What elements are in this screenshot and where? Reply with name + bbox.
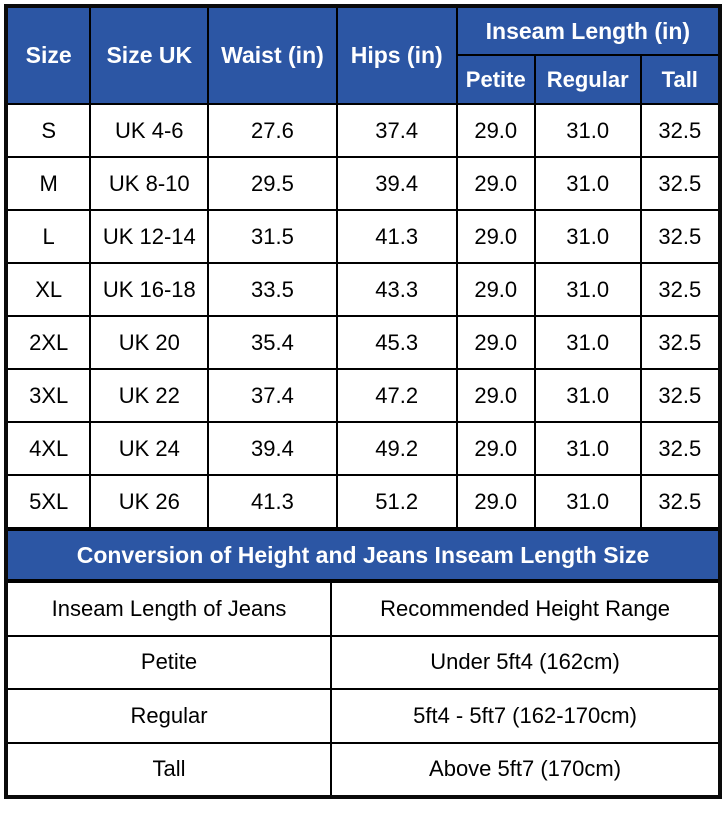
- cell-size: S: [8, 104, 92, 158]
- cell-hips: 39.4: [335, 156, 458, 211]
- conversion-section-title: Conversion of Height and Jeans Inseam Le…: [8, 529, 718, 581]
- header-row-group: Size Size UK Waist (in) Hips (in) Inseam…: [8, 8, 718, 105]
- cell-tall: 32.5: [639, 368, 718, 423]
- cell-size-uk: UK 16-18: [89, 262, 210, 317]
- cell-regular: 31.0: [533, 474, 642, 529]
- cell-size-uk: UK 4-6: [89, 104, 210, 158]
- cell-size-uk: UK 12-14: [89, 209, 210, 264]
- cell-regular: 31.0: [533, 421, 642, 476]
- header-inseam-group: Inseam Length (in): [455, 8, 718, 56]
- table-row: 5XL UK 26 41.3 51.2 29.0 31.0 32.5: [8, 474, 718, 529]
- cell-petite: 29.0: [455, 474, 536, 529]
- header-size-uk: Size UK: [89, 8, 210, 105]
- table-row: S UK 4-6 27.6 37.4 29.0 31.0 32.5: [8, 104, 718, 158]
- cell-waist: 33.5: [207, 262, 338, 317]
- cell-regular: 31.0: [533, 315, 642, 370]
- cell-petite: 29.0: [455, 315, 536, 370]
- cell-tall: 32.5: [639, 209, 718, 264]
- cell-petite: 29.0: [455, 104, 536, 158]
- cell-regular: 31.0: [533, 156, 642, 211]
- cell-size: XL: [8, 262, 92, 317]
- conv-cell-height: Under 5ft4 (162cm): [330, 634, 718, 690]
- table-row: L UK 12-14 31.5 41.3 29.0 31.0 32.5: [8, 209, 718, 264]
- cell-waist: 39.4: [207, 421, 338, 476]
- size-chart-table: Size Size UK Waist (in) Hips (in) Inseam…: [8, 8, 718, 529]
- conv-cell-inseam: Tall: [8, 741, 333, 795]
- cell-size: M: [8, 156, 92, 211]
- cell-tall: 32.5: [639, 262, 718, 317]
- cell-hips: 49.2: [335, 421, 458, 476]
- table-row: 2XL UK 20 35.4 45.3 29.0 31.0 32.5: [8, 315, 718, 370]
- table-row: XL UK 16-18 33.5 43.3 29.0 31.0 32.5: [8, 262, 718, 317]
- cell-regular: 31.0: [533, 104, 642, 158]
- cell-petite: 29.0: [455, 421, 536, 476]
- conv-header-height: Recommended Height Range: [330, 581, 718, 637]
- cell-size: 2XL: [8, 315, 92, 370]
- conv-header-inseam: Inseam Length of Jeans: [8, 581, 333, 637]
- cell-tall: 32.5: [639, 474, 718, 529]
- cell-waist: 37.4: [207, 368, 338, 423]
- conversion-table: Inseam Length of Jeans Recommended Heigh…: [8, 581, 718, 795]
- cell-tall: 32.5: [639, 156, 718, 211]
- cell-size-uk: UK 24: [89, 421, 210, 476]
- cell-tall: 32.5: [639, 104, 718, 158]
- cell-petite: 29.0: [455, 368, 536, 423]
- table-row: Petite Under 5ft4 (162cm): [8, 634, 718, 690]
- cell-hips: 41.3: [335, 209, 458, 264]
- conv-cell-height: 5ft4 - 5ft7 (162-170cm): [330, 688, 718, 744]
- cell-size: 4XL: [8, 421, 92, 476]
- conv-cell-inseam: Petite: [8, 634, 333, 690]
- header-regular: Regular: [533, 54, 642, 105]
- conv-cell-height: Above 5ft7 (170cm): [330, 741, 718, 795]
- cell-tall: 32.5: [639, 315, 718, 370]
- cell-size-uk: UK 22: [89, 368, 210, 423]
- header-tall: Tall: [639, 54, 718, 105]
- table-row: Regular 5ft4 - 5ft7 (162-170cm): [8, 688, 718, 744]
- table-row: 4XL UK 24 39.4 49.2 29.0 31.0 32.5: [8, 421, 718, 476]
- header-petite: Petite: [456, 54, 536, 105]
- cell-petite: 29.0: [455, 156, 536, 211]
- cell-size: L: [8, 209, 92, 264]
- cell-waist: 29.5: [207, 156, 338, 211]
- cell-regular: 31.0: [533, 262, 642, 317]
- cell-waist: 41.3: [207, 474, 338, 529]
- cell-waist: 31.5: [207, 209, 338, 264]
- cell-regular: 31.0: [533, 368, 642, 423]
- cell-size-uk: UK 26: [89, 474, 210, 529]
- table-row: M UK 8-10 29.5 39.4 29.0 31.0 32.5: [8, 156, 718, 211]
- cell-petite: 29.0: [455, 262, 536, 317]
- cell-size-uk: UK 8-10: [89, 156, 210, 211]
- conv-cell-inseam: Regular: [8, 688, 333, 744]
- header-waist: Waist (in): [207, 8, 338, 105]
- cell-hips: 37.4: [335, 104, 458, 158]
- cell-hips: 51.2: [335, 474, 458, 529]
- cell-tall: 32.5: [639, 421, 718, 476]
- cell-size: 5XL: [8, 474, 92, 529]
- cell-size: 3XL: [8, 368, 92, 423]
- cell-hips: 47.2: [335, 368, 458, 423]
- header-size: Size: [8, 8, 92, 105]
- cell-hips: 45.3: [335, 315, 458, 370]
- header-hips: Hips (in): [335, 8, 458, 105]
- size-chart-panel: Size Size UK Waist (in) Hips (in) Inseam…: [4, 4, 722, 799]
- cell-waist: 35.4: [207, 315, 338, 370]
- table-row: 3XL UK 22 37.4 47.2 29.0 31.0 32.5: [8, 368, 718, 423]
- cell-hips: 43.3: [335, 262, 458, 317]
- table-row: Inseam Length of Jeans Recommended Heigh…: [8, 581, 718, 637]
- cell-petite: 29.0: [455, 209, 536, 264]
- table-row: Tall Above 5ft7 (170cm): [8, 741, 718, 795]
- cell-size-uk: UK 20: [89, 315, 210, 370]
- cell-waist: 27.6: [207, 104, 338, 158]
- cell-regular: 31.0: [533, 209, 642, 264]
- header-row-sub: Petite Regular Tall: [8, 54, 718, 105]
